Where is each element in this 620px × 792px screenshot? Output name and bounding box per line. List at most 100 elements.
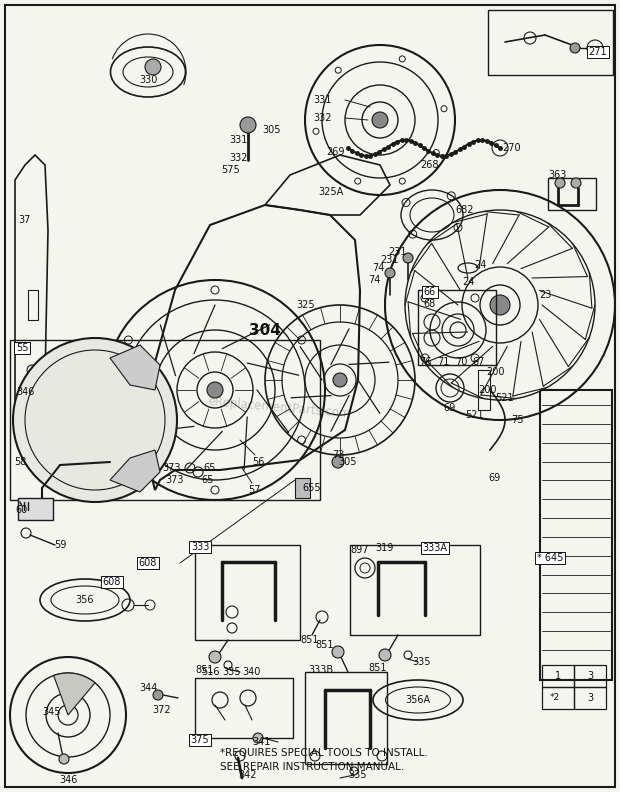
Circle shape xyxy=(332,646,344,658)
Text: 333A: 333A xyxy=(422,543,448,553)
Text: 74: 74 xyxy=(372,263,384,273)
Bar xyxy=(488,10,613,75)
Bar xyxy=(540,390,612,680)
Circle shape xyxy=(253,733,263,743)
Text: 268: 268 xyxy=(421,160,439,170)
Text: 69: 69 xyxy=(489,473,501,483)
Text: 363: 363 xyxy=(548,170,567,180)
Text: 356A: 356A xyxy=(405,695,430,705)
Circle shape xyxy=(379,649,391,661)
Text: 655: 655 xyxy=(303,483,321,493)
Circle shape xyxy=(385,268,395,278)
Text: 346: 346 xyxy=(59,775,77,785)
Text: 67: 67 xyxy=(473,357,485,367)
Text: 71: 71 xyxy=(437,357,449,367)
Text: 375: 375 xyxy=(191,735,210,745)
Text: 304: 304 xyxy=(249,322,281,337)
Text: 335: 335 xyxy=(348,770,367,780)
Circle shape xyxy=(571,178,581,188)
Text: 76: 76 xyxy=(419,357,431,367)
Text: eReplacementParts.com: eReplacementParts.com xyxy=(207,395,351,421)
Text: 66: 66 xyxy=(424,287,436,297)
Text: 345: 345 xyxy=(43,707,61,717)
Circle shape xyxy=(570,43,580,53)
Text: 269: 269 xyxy=(327,147,345,157)
Text: 521: 521 xyxy=(466,410,484,420)
Text: 521: 521 xyxy=(495,393,515,403)
Text: 58: 58 xyxy=(14,457,26,467)
Circle shape xyxy=(403,253,413,263)
Text: * 645: * 645 xyxy=(537,553,563,563)
Text: 200: 200 xyxy=(487,367,505,377)
Text: 305: 305 xyxy=(262,125,280,135)
Polygon shape xyxy=(110,450,160,492)
Text: 340: 340 xyxy=(243,667,261,677)
Text: 231: 231 xyxy=(389,247,407,257)
Bar xyxy=(548,178,596,210)
Text: 319: 319 xyxy=(376,543,394,553)
Text: 332: 332 xyxy=(229,153,248,163)
Text: 333B: 333B xyxy=(308,665,333,675)
Text: 57: 57 xyxy=(248,485,260,495)
Text: 851: 851 xyxy=(369,663,388,673)
Bar xyxy=(574,687,606,709)
Circle shape xyxy=(145,59,161,75)
Text: 60: 60 xyxy=(15,505,27,515)
Text: 200: 200 xyxy=(479,385,497,395)
Text: *2: *2 xyxy=(550,694,560,703)
Text: 332: 332 xyxy=(314,113,332,123)
Text: 68: 68 xyxy=(424,299,436,309)
Text: 325: 325 xyxy=(296,300,315,310)
Text: 575: 575 xyxy=(221,165,240,175)
Circle shape xyxy=(59,754,69,764)
Circle shape xyxy=(207,382,223,398)
Text: 65: 65 xyxy=(202,475,214,485)
Bar xyxy=(195,545,300,640)
Circle shape xyxy=(13,338,177,502)
Text: 372: 372 xyxy=(153,705,171,715)
Circle shape xyxy=(555,178,565,188)
Bar xyxy=(18,498,53,520)
Bar xyxy=(350,545,480,635)
Text: 24: 24 xyxy=(474,260,486,270)
Text: 325A: 325A xyxy=(318,187,343,197)
Text: 270: 270 xyxy=(503,143,521,153)
Text: 608: 608 xyxy=(103,577,121,587)
Circle shape xyxy=(240,117,256,133)
Text: 231: 231 xyxy=(381,255,399,265)
Text: 331: 331 xyxy=(314,95,332,105)
Text: 342: 342 xyxy=(239,770,257,780)
Circle shape xyxy=(333,373,347,387)
Bar xyxy=(305,672,387,764)
Text: 73: 73 xyxy=(332,450,344,460)
Text: 346: 346 xyxy=(16,387,34,397)
Text: 851: 851 xyxy=(196,665,215,675)
Text: 55: 55 xyxy=(16,343,29,353)
Text: 3: 3 xyxy=(587,671,593,681)
Bar xyxy=(542,665,574,687)
Polygon shape xyxy=(110,345,160,390)
Text: 356: 356 xyxy=(76,595,94,605)
Text: 851: 851 xyxy=(316,640,334,650)
Text: 335: 335 xyxy=(223,667,241,677)
Text: 682: 682 xyxy=(456,205,474,215)
Bar xyxy=(28,290,38,320)
Text: 333: 333 xyxy=(191,542,209,552)
Text: 37: 37 xyxy=(18,215,30,225)
Text: 56: 56 xyxy=(252,457,264,467)
Text: 341: 341 xyxy=(253,737,271,747)
Circle shape xyxy=(372,112,388,128)
Text: 74: 74 xyxy=(368,275,380,285)
Bar xyxy=(542,687,574,709)
Circle shape xyxy=(209,651,221,663)
Text: 608: 608 xyxy=(139,558,157,568)
Bar xyxy=(295,478,310,498)
Bar xyxy=(10,340,320,500)
Text: 23: 23 xyxy=(539,290,551,300)
Bar xyxy=(478,370,490,410)
Text: 516: 516 xyxy=(201,667,219,677)
Text: SEE REPAIR INSTRUCTION MANUAL.: SEE REPAIR INSTRUCTION MANUAL. xyxy=(220,762,404,772)
Text: 3: 3 xyxy=(587,693,593,703)
Text: 75: 75 xyxy=(511,415,523,425)
Circle shape xyxy=(332,456,344,468)
